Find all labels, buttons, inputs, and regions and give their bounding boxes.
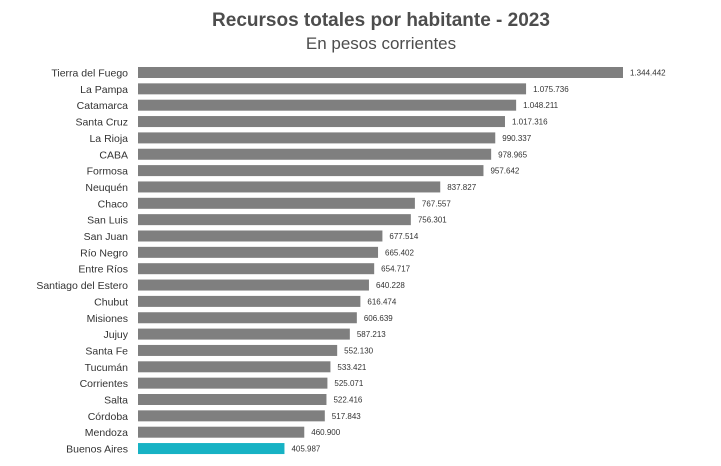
category-label: San Juan	[84, 231, 129, 243]
bar	[138, 443, 285, 455]
category-label: Entre Ríos	[78, 264, 128, 276]
bar	[138, 246, 379, 258]
category-label: Catamarca	[77, 100, 129, 112]
category-label: Misiones	[87, 313, 128, 325]
value-label: 640.228	[376, 281, 405, 290]
category-label: Jujuy	[103, 329, 128, 341]
category-label: Chaco	[98, 198, 129, 210]
bar	[138, 214, 411, 226]
value-label: 990.337	[502, 134, 531, 143]
bar	[138, 181, 441, 193]
value-label: 405.987	[291, 445, 320, 454]
category-label: Buenos Aires	[66, 444, 128, 456]
category-label: Santa Cruz	[75, 117, 128, 129]
value-label: 957.642	[490, 167, 519, 176]
value-label: 1.344.442	[630, 69, 666, 78]
value-label: 654.717	[381, 265, 410, 274]
category-label: Chubut	[94, 296, 128, 308]
bar	[138, 197, 415, 209]
value-label: 665.402	[385, 248, 414, 257]
bar	[138, 230, 383, 242]
bar	[138, 410, 325, 422]
value-label: 756.301	[418, 216, 447, 225]
value-label: 606.639	[364, 314, 393, 323]
value-label: 552.130	[344, 346, 373, 355]
value-label: 517.843	[332, 412, 361, 421]
bar	[138, 344, 338, 356]
value-label: 837.827	[447, 183, 476, 192]
bar	[138, 312, 357, 324]
category-label: Salta	[104, 395, 128, 407]
bar	[138, 132, 496, 144]
chart-title: Recursos totales por habitante - 2023	[212, 10, 550, 31]
bar	[138, 116, 505, 128]
value-label: 460.900	[311, 428, 340, 437]
value-label: 677.514	[389, 232, 418, 241]
bar	[138, 361, 331, 373]
category-label: Corrientes	[80, 378, 128, 390]
bar	[138, 165, 484, 177]
bar	[138, 394, 327, 405]
category-label: Tucumán	[85, 362, 129, 374]
category-label: Mendoza	[85, 427, 128, 439]
category-label: Córdoba	[88, 411, 128, 423]
chart-subtitle: En pesos corrientes	[305, 34, 457, 53]
value-label: 1.075.736	[533, 85, 569, 94]
value-label: 616.474	[367, 297, 396, 306]
bar	[138, 67, 623, 78]
bar	[138, 279, 369, 291]
value-label: 587.213	[357, 330, 386, 339]
category-label: San Luis	[87, 215, 128, 227]
value-label: 1.048.211	[523, 101, 559, 110]
value-label: 533.421	[337, 363, 366, 372]
category-label: Formosa	[87, 166, 129, 178]
category-label: La Rioja	[89, 133, 128, 145]
bar	[138, 83, 527, 95]
category-label: Santa Fe	[85, 345, 128, 357]
bar	[138, 148, 492, 160]
bar	[138, 263, 375, 275]
bar	[138, 295, 361, 307]
bars-layer: Tierra del Fuego 1.344.442 La Pampa 1.075.7…	[36, 67, 666, 456]
bar	[138, 426, 305, 438]
category-label: Tierra del Fuego	[51, 68, 128, 80]
category-label: Santiago del Estero	[36, 280, 128, 292]
bar	[138, 377, 328, 389]
bar	[138, 99, 517, 111]
value-label: 978.965	[498, 150, 527, 159]
category-label: Neuquén	[85, 182, 128, 194]
value-label: 1.017.316	[512, 118, 548, 127]
category-label: Río Negro	[80, 247, 128, 259]
value-label: 525.071	[334, 379, 363, 388]
bar	[138, 328, 350, 340]
category-label: La Pampa	[80, 84, 128, 96]
category-label: CABA	[99, 149, 128, 161]
value-label: 767.557	[422, 199, 451, 208]
value-label: 522.416	[333, 396, 362, 405]
